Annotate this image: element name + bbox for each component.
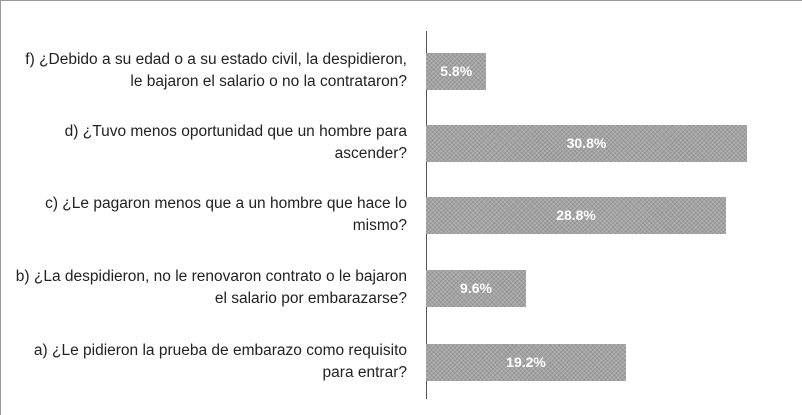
bar: [426, 269, 527, 307]
bar: [426, 124, 747, 162]
category-label: d) ¿Tuvo menos oportunidad que un hombre…: [64, 123, 407, 162]
value-label: 30.8%: [566, 135, 607, 151]
bar: [426, 52, 487, 90]
category-label: f) ¿Debido a su edad o a su estado civil…: [25, 51, 407, 90]
bar: [426, 343, 627, 381]
value-label: 19.2%: [506, 354, 546, 370]
value-label: 9.6%: [460, 280, 492, 296]
value-label: 5.8%: [440, 63, 473, 79]
category-label: b) ¿La despidieron, no le renovaron cont…: [15, 268, 407, 307]
category-label: a) ¿Le pidieron la prueba de embarazo co…: [33, 342, 407, 381]
category-label: c) ¿Le pagaron menos que a un hombre que…: [45, 195, 407, 234]
bar: [426, 196, 727, 234]
value-label: 28.8%: [556, 207, 596, 223]
